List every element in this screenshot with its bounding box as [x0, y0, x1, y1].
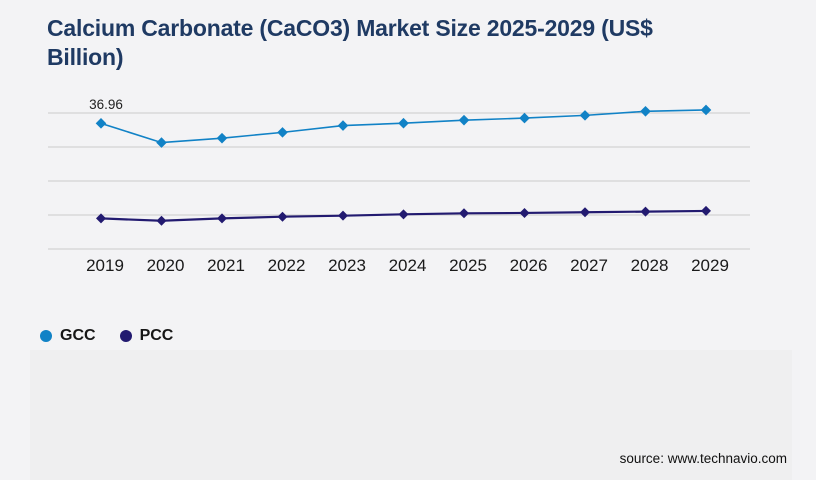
gcc-data-point-marker — [95, 118, 107, 129]
legend-marker-icon — [40, 330, 52, 342]
pcc-data-point-marker — [701, 205, 711, 216]
source-attribution: source: www.technavio.com — [619, 451, 787, 466]
pcc-data-point-marker — [217, 213, 227, 224]
content-panel-background — [30, 350, 792, 480]
x-axis-label: 2026 — [510, 256, 548, 275]
chart-legend: GCC PCC — [40, 327, 173, 345]
x-axis-label: 2027 — [570, 256, 608, 275]
pcc-data-point-marker — [459, 208, 469, 219]
gcc-data-point-marker — [398, 117, 409, 129]
gcc-data-point-marker — [156, 137, 167, 148]
gcc-data-point-marker — [458, 114, 470, 126]
gcc-data-point-marker — [277, 127, 288, 138]
gcc-data-point-marker — [579, 110, 591, 121]
pcc-data-point-marker — [398, 209, 409, 220]
chart-title-line2: Billion) — [47, 44, 124, 70]
legend-marker-icon — [119, 330, 132, 342]
legend-item-gcc: GCC — [40, 327, 96, 345]
pcc-data-point-marker — [640, 206, 651, 217]
pcc-data-point-marker — [519, 207, 530, 218]
x-axis-label: 2028 — [631, 256, 669, 275]
gcc-data-point-marker — [337, 120, 349, 131]
x-axis-label: 2025 — [449, 256, 487, 275]
legend-label: PCC — [139, 327, 174, 344]
legend-label: GCC — [60, 327, 96, 344]
pcc-data-point-marker — [338, 210, 348, 221]
line-chart: 2019 2020 2021 2022 2023 2024 2025 2026 2027 2028… — [48, 97, 750, 275]
pcc-data-point-marker — [96, 213, 106, 224]
pcc-data-point-marker — [277, 211, 288, 222]
pcc-data-point-marker — [580, 207, 590, 218]
chart-title: Calcium Carbonate (CaCO3) Market Size 20… — [47, 14, 767, 72]
x-axis-label: 2022 — [268, 256, 306, 275]
x-axis-label: 2021 — [207, 256, 245, 275]
legend-item-pcc: PCC — [119, 327, 174, 345]
gcc-data-point-marker — [700, 104, 712, 116]
chart-title-line1: Calcium Carbonate (CaCO3) Market Size 20… — [47, 15, 653, 41]
pcc-data-point-marker — [156, 215, 167, 226]
gcc-data-point-marker — [216, 132, 228, 144]
x-axis-label: 2029 — [691, 256, 729, 275]
gcc-data-point-marker — [519, 112, 530, 124]
gcc-data-point-marker — [640, 106, 651, 117]
data-point-label: 36.96 — [89, 97, 123, 112]
x-axis-label: 2024 — [389, 256, 427, 275]
x-axis-label: 2023 — [328, 256, 366, 275]
x-axis-label: 2019 — [86, 256, 124, 275]
x-axis-label: 2020 — [147, 256, 185, 275]
